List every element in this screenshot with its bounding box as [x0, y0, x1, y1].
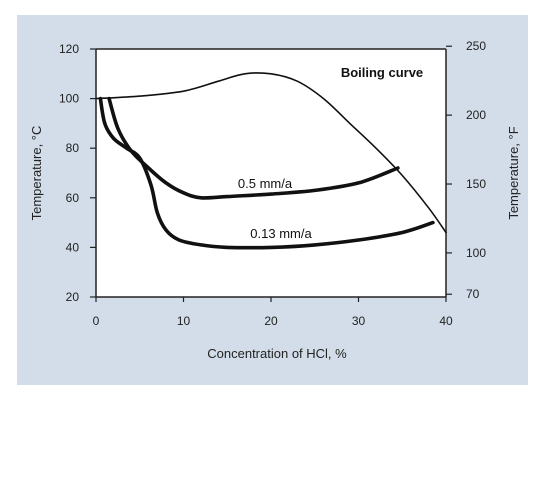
- x-tick-label: 40: [439, 314, 453, 328]
- y-tick-label-left: 60: [66, 191, 80, 205]
- y-axis-title-right: Temperature, °F: [506, 126, 521, 219]
- x-tick-label: 10: [177, 314, 191, 328]
- y-tick-label-right: 150: [466, 177, 486, 191]
- x-tick-label: 20: [264, 314, 278, 328]
- x-axis-title: Concentration of HCl, %: [207, 346, 347, 361]
- y-tick-label-left: 80: [66, 141, 80, 155]
- y-axis-title-left: Temperature, °C: [29, 126, 44, 221]
- y-tick-label-left: 120: [59, 42, 79, 56]
- y-tick-label-right: 100: [466, 246, 486, 260]
- y-tick-label-right: 200: [466, 108, 486, 122]
- annotation-0-5-mm-a: 0.5 mm/a: [238, 176, 293, 191]
- x-tick-label: 30: [352, 314, 366, 328]
- y-tick-label-right: 250: [466, 39, 486, 53]
- line-0-13-mm-a: [98, 96, 435, 250]
- y-tick-label-left: 20: [66, 290, 80, 304]
- annotation-boiling-curve: Boiling curve: [341, 65, 423, 80]
- annotation-0-13-mm-a: 0.13 mm/a: [250, 226, 312, 241]
- boiling-curve-line: [95, 72, 447, 234]
- ticks-layer: 0 10 20 30 40 20 40 60 80 100 120 70 100 150 200 250: [59, 39, 486, 328]
- y-tick-label-left: 40: [66, 240, 80, 254]
- x-tick-label: 0: [93, 314, 100, 328]
- y-tick-label-left: 100: [59, 92, 79, 106]
- series-layer: [95, 72, 447, 250]
- y-tick-label-right: 70: [466, 287, 480, 301]
